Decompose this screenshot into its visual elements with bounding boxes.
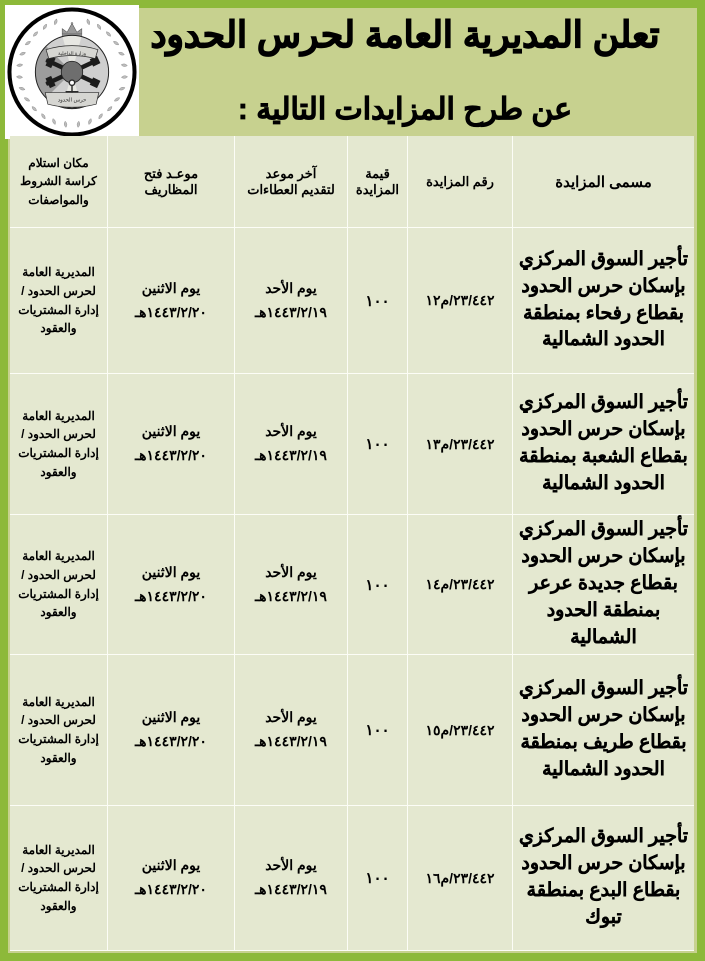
svg-text:وزارة الداخلية: وزارة الداخلية [58, 51, 87, 57]
svg-text:حرس الحدود: حرس الحدود [58, 97, 87, 103]
